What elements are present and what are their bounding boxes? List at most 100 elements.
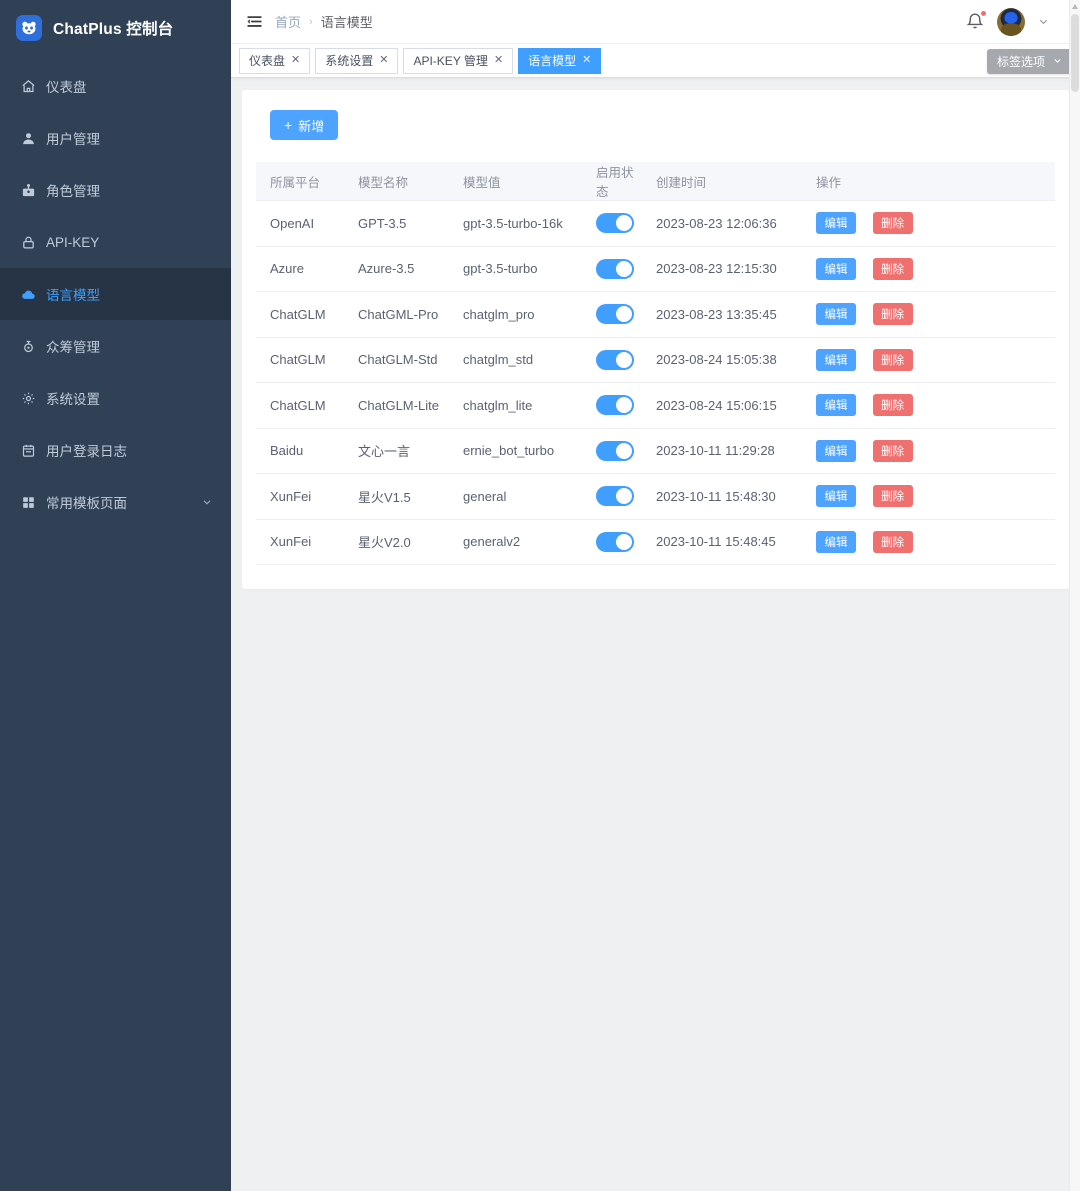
table-header-row: 所属平台 模型名称 模型值 启用状态 创建时间 操作 — [256, 162, 1055, 201]
enable-toggle[interactable] — [596, 304, 634, 325]
delete-button[interactable]: 删除 — [872, 257, 913, 280]
enable-toggle[interactable] — [596, 258, 634, 279]
cell-model-value: general — [449, 473, 582, 520]
enable-toggle[interactable] — [596, 395, 634, 416]
add-button[interactable]: + 新增 — [270, 110, 339, 140]
toggle-knob — [616, 397, 632, 414]
edit-button[interactable]: 编辑 — [816, 439, 856, 462]
tab-system-settings[interactable]: 系统设置 ✕ — [315, 47, 399, 74]
hamburger-icon[interactable] — [245, 13, 263, 31]
brand[interactable]: ChatPlus 控制台 — [0, 0, 231, 56]
role-icon — [20, 182, 36, 198]
delete-button[interactable]: 删除 — [872, 485, 913, 508]
cell-model-name: Azure-3.5 — [344, 246, 449, 292]
sidebar: ChatPlus 控制台 仪表盘 用户管理 — [0, 0, 231, 1191]
column-header-created-time: 创建时间 — [642, 162, 802, 201]
cell-platform: XunFei — [256, 473, 344, 520]
delete-button[interactable]: 删除 — [872, 439, 913, 462]
brand-title: ChatPlus 控制台 — [53, 21, 174, 38]
cell-platform: OpenAI — [256, 200, 344, 247]
sidebar-item-api-key[interactable]: API-KEY — [0, 216, 231, 268]
delete-button[interactable]: 删除 — [872, 348, 913, 371]
close-icon[interactable]: ✕ — [582, 54, 592, 66]
close-icon[interactable]: ✕ — [493, 54, 504, 66]
chevron-down-icon — [201, 496, 213, 508]
sidebar-item-label: 众筹管理 — [46, 340, 100, 355]
top-navbar: 首页 › 语言模型 — [231, 0, 1080, 44]
enable-toggle[interactable] — [596, 531, 634, 552]
bell-icon[interactable] — [965, 9, 987, 33]
tab-options-button[interactable]: 标签选项 — [986, 49, 1073, 74]
toggle-knob — [616, 488, 632, 505]
delete-button[interactable]: 删除 — [872, 394, 913, 417]
content-area: + 新增 所属平台 模型名称 模型值 启用状态 创建时间 操作 — [231, 78, 1080, 1191]
lock-icon — [20, 234, 36, 250]
edit-button[interactable]: 编辑 — [816, 530, 856, 553]
delete-button[interactable]: 删除 — [872, 530, 913, 553]
sidebar-item-system-settings[interactable]: 系统设置 — [0, 372, 231, 424]
tab-language-model[interactable]: 语言模型 ✕ — [518, 47, 602, 74]
tabs-bar: 仪表盘 ✕ 系统设置 ✕ API-KEY 管理 ✕ 语言模型 ✕ 标签选项 — [231, 44, 1080, 78]
delete-button[interactable]: 删除 — [872, 212, 913, 235]
sidebar-item-dashboard[interactable]: 仪表盘 — [0, 60, 231, 112]
column-header-enabled-status: 启用状态 — [582, 162, 642, 201]
scrollbar-thumb[interactable] — [1071, 14, 1079, 92]
cell-created-time: 2023-08-23 12:06:36 — [642, 200, 802, 247]
enable-toggle[interactable] — [596, 349, 634, 370]
sidebar-item-label: 仪表盘 — [46, 80, 87, 95]
sidebar-item-language-model[interactable]: 语言模型 — [0, 268, 231, 320]
cell-actions: 编辑 删除 — [802, 337, 1055, 383]
cell-platform: ChatGLM — [256, 382, 344, 429]
toggle-knob — [616, 442, 632, 459]
navbar-right — [965, 7, 1066, 36]
sidebar-item-role-management[interactable]: 角色管理 — [0, 164, 231, 216]
notification-badge — [980, 9, 987, 17]
avatar[interactable] — [997, 7, 1025, 36]
cell-model-name: ChatGLM-Lite — [344, 382, 449, 429]
enable-toggle[interactable] — [596, 486, 634, 507]
edit-button[interactable]: 编辑 — [816, 212, 856, 235]
cell-actions: 编辑 删除 — [802, 473, 1055, 520]
edit-button[interactable]: 编辑 — [816, 394, 856, 417]
delete-button[interactable]: 删除 — [872, 303, 913, 326]
breadcrumb-separator: › — [309, 15, 313, 28]
edit-button[interactable]: 编辑 — [816, 348, 856, 371]
cell-created-time: 2023-08-23 13:35:45 — [642, 291, 802, 338]
sidebar-item-label: 系统设置 — [46, 392, 100, 407]
medal-icon — [20, 338, 36, 354]
enable-toggle[interactable] — [596, 440, 634, 461]
scroll-up-arrow-icon[interactable] — [1072, 4, 1078, 9]
cell-created-time: 2023-10-11 15:48:30 — [642, 473, 802, 520]
cell-model-name: 星火V2.0 — [344, 519, 449, 565]
sidebar-menu: 仪表盘 用户管理 — [0, 60, 231, 528]
avatar-head — [1004, 11, 1018, 23]
tab-api-key-management[interactable]: API-KEY 管理 ✕ — [403, 47, 514, 74]
sidebar-item-common-templates[interactable]: 常用模板页面 — [0, 476, 231, 528]
plus-icon: + — [284, 117, 293, 133]
chevron-down-icon[interactable] — [1037, 15, 1050, 28]
edit-button[interactable]: 编辑 — [816, 257, 856, 280]
enable-toggle[interactable] — [596, 213, 634, 234]
cell-platform: XunFei — [256, 519, 344, 565]
sidebar-item-label: 角色管理 — [46, 184, 100, 199]
sidebar-item-login-log[interactable]: 用户登录日志 — [0, 424, 231, 476]
cell-model-value: gpt-3.5-turbo-16k — [449, 200, 582, 247]
cell-created-time: 2023-08-24 15:05:38 — [642, 337, 802, 383]
edit-button[interactable]: 编辑 — [816, 303, 856, 326]
breadcrumb-current: 语言模型 — [320, 15, 373, 30]
vertical-scrollbar[interactable] — [1069, 0, 1080, 1191]
cell-platform: ChatGLM — [256, 337, 344, 383]
breadcrumb-home[interactable]: 首页 — [275, 15, 302, 30]
edit-button[interactable]: 编辑 — [816, 485, 856, 508]
sidebar-item-user-management[interactable]: 用户管理 — [0, 112, 231, 164]
language-model-table: 所属平台 模型名称 模型值 启用状态 创建时间 操作 OpenAI GPT-3.… — [256, 162, 1055, 565]
sidebar-item-crowdfunding[interactable]: 众筹管理 — [0, 320, 231, 372]
close-icon[interactable]: ✕ — [379, 54, 389, 66]
cell-model-value: chatglm_lite — [449, 382, 582, 429]
cell-enabled-status — [582, 291, 642, 338]
close-icon[interactable]: ✕ — [291, 54, 301, 66]
column-header-model-value: 模型值 — [449, 162, 582, 201]
table-row: ChatGLM ChatGML-Pro chatglm_pro 2023-08-… — [256, 291, 1055, 338]
tab-dashboard[interactable]: 仪表盘 ✕ — [239, 47, 311, 74]
cell-enabled-status — [582, 337, 642, 383]
